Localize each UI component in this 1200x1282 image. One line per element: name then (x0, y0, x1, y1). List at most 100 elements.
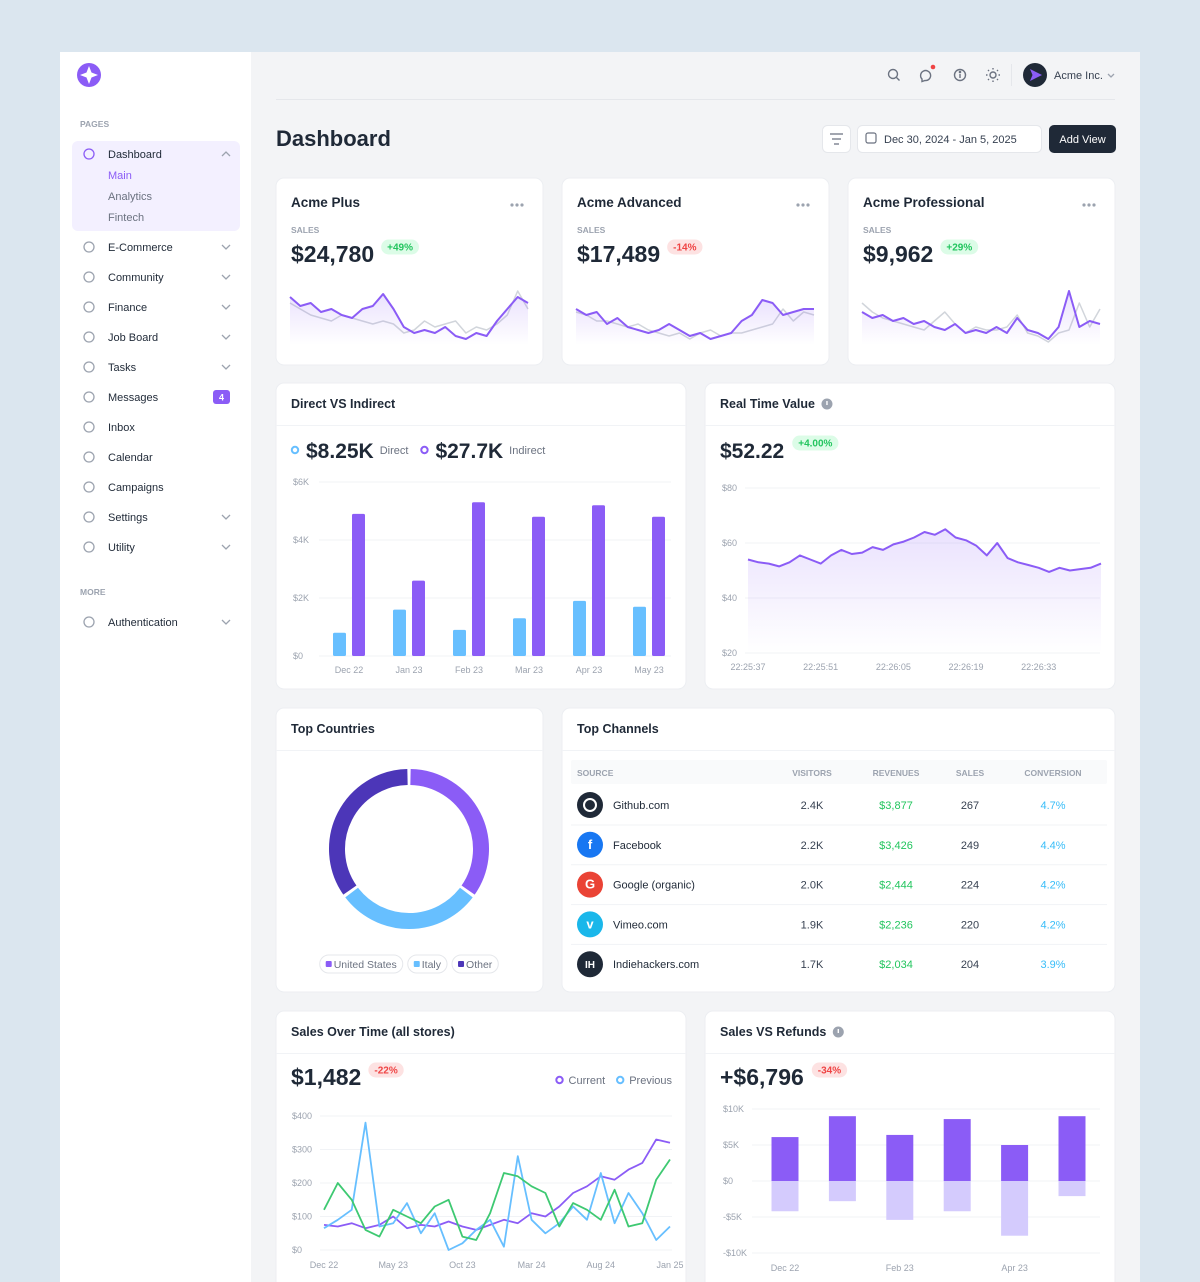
sparkline (575, 299, 814, 340)
table-header-bg (571, 760, 1107, 784)
y-tick-label: $100 (292, 1212, 312, 1222)
nav-item[interactable]: Calendar (83, 451, 153, 464)
legend-label: Indirect (509, 445, 545, 457)
section-label: PAGES (80, 119, 109, 129)
chat-icon[interactable] (919, 64, 936, 83)
theme-icon[interactable] (986, 68, 1000, 82)
donut-segment (329, 769, 408, 895)
filter-button[interactable] (822, 125, 851, 153)
legend-label: Previous (629, 1075, 672, 1087)
series-total: $27.7K (435, 440, 503, 463)
column-header: SALES (956, 768, 985, 778)
table-cell: 1.7K (801, 959, 824, 971)
nav-label: E-Commerce (108, 242, 173, 254)
y-tick-label: $60 (722, 538, 737, 548)
change-text: +4.00% (798, 439, 832, 450)
y-tick-label: $5K (723, 1140, 739, 1150)
bar (886, 1181, 914, 1220)
table-cell: 249 (961, 840, 979, 852)
legend-item[interactable]: Italy (407, 954, 448, 974)
nav-item[interactable]: Community (83, 271, 231, 284)
legend-marker (555, 1075, 564, 1085)
nav-label: Campaigns (108, 482, 164, 494)
table-cell: $2,034 (879, 959, 913, 971)
nav-icon (83, 241, 95, 253)
donut-segment (410, 769, 489, 895)
chevron (221, 334, 231, 340)
table-cell: 1.9K (801, 919, 824, 931)
card-title: Direct VS Indirect (291, 397, 396, 411)
bar (412, 580, 425, 656)
nav-item[interactable]: Finance (83, 301, 231, 314)
column-header: VISITORS (792, 768, 832, 778)
column-header: REVENUES (873, 768, 920, 778)
card-menu[interactable] (510, 203, 524, 207)
legend-marker (420, 445, 429, 455)
bar (943, 1119, 971, 1181)
nav-item[interactable]: Tasks (83, 361, 231, 374)
topbar-icons (887, 64, 1000, 83)
date-range: Dec 30, 2024 - Jan 5, 2025 (884, 134, 1017, 146)
y-tick-label: $4K (293, 535, 309, 545)
nav-label: Community (108, 272, 164, 284)
metric-value: $9,962 (863, 241, 933, 267)
add-view-button[interactable]: Add View (1049, 125, 1116, 153)
info-icon[interactable] (953, 68, 967, 82)
bar (453, 629, 466, 656)
legend-item[interactable]: United States (319, 954, 404, 974)
card-menu[interactable] (796, 203, 810, 207)
logo[interactable] (77, 63, 101, 87)
nav-item[interactable]: Settings (83, 511, 231, 524)
bar (393, 609, 406, 656)
nav-subitem[interactable]: Analytics (108, 191, 153, 203)
nav-item[interactable]: Utility (83, 541, 231, 554)
add-view-label: Add View (1059, 134, 1105, 146)
x-tick-label: Jan 25 (656, 1260, 683, 1270)
nav-subitem[interactable]: Fintech (108, 212, 144, 224)
legend-label: United States (334, 959, 397, 971)
nav-item[interactable]: Inbox (83, 421, 135, 434)
nav-label: Job Board (108, 332, 158, 344)
table-cell: 4.2% (1040, 880, 1065, 892)
menu-dot (515, 203, 519, 207)
nav-item[interactable]: Messages 4 (83, 390, 230, 404)
nav-subitem[interactable]: Main (108, 170, 132, 182)
bar (943, 1181, 971, 1212)
table-cell: Google (organic) (613, 880, 695, 892)
card-title: Sales VS Refunds (720, 1025, 826, 1039)
search-icon[interactable] (887, 68, 900, 81)
table-cell: 4.7% (1040, 800, 1065, 812)
column-header: SOURCE (577, 768, 614, 778)
sidebar (60, 52, 251, 1282)
legend-pill (407, 954, 448, 974)
card-title: Acme Advanced (577, 195, 682, 210)
line (323, 1158, 671, 1241)
nav-item[interactable]: Dashboard Main Analytics Fintech (72, 141, 240, 231)
y-tick-label: -$10K (723, 1248, 747, 1258)
table-cell: 3.9% (1040, 959, 1065, 971)
source-icon-text: G (585, 877, 595, 892)
y-tick-label: $20 (722, 648, 737, 658)
nav-item[interactable]: E-Commerce (83, 241, 231, 254)
account-menu[interactable]: Acme Inc. (1023, 63, 1115, 87)
page-title: Dashboard (276, 126, 391, 151)
legend-item[interactable]: Other (451, 954, 499, 974)
metric-value: +$6,796 (720, 1064, 804, 1090)
chevron (221, 364, 231, 370)
nav-icon (83, 511, 95, 523)
card-menu[interactable] (1082, 203, 1096, 207)
x-tick-label: 22:25:37 (730, 662, 765, 672)
date-picker[interactable]: Dec 30, 2024 - Jan 5, 2025 (857, 125, 1042, 153)
nav-item[interactable]: Campaigns (83, 481, 164, 494)
nav-badge (213, 390, 230, 404)
logo-star (80, 66, 98, 84)
sales-card (847, 177, 1116, 366)
nav-item[interactable]: Authentication (83, 616, 231, 629)
nav-item[interactable]: Job Board (83, 331, 231, 344)
bar (771, 1137, 799, 1181)
bar (1001, 1181, 1029, 1236)
table-cell: 220 (961, 919, 979, 931)
bar (886, 1134, 914, 1181)
change-text: +29% (946, 243, 972, 254)
